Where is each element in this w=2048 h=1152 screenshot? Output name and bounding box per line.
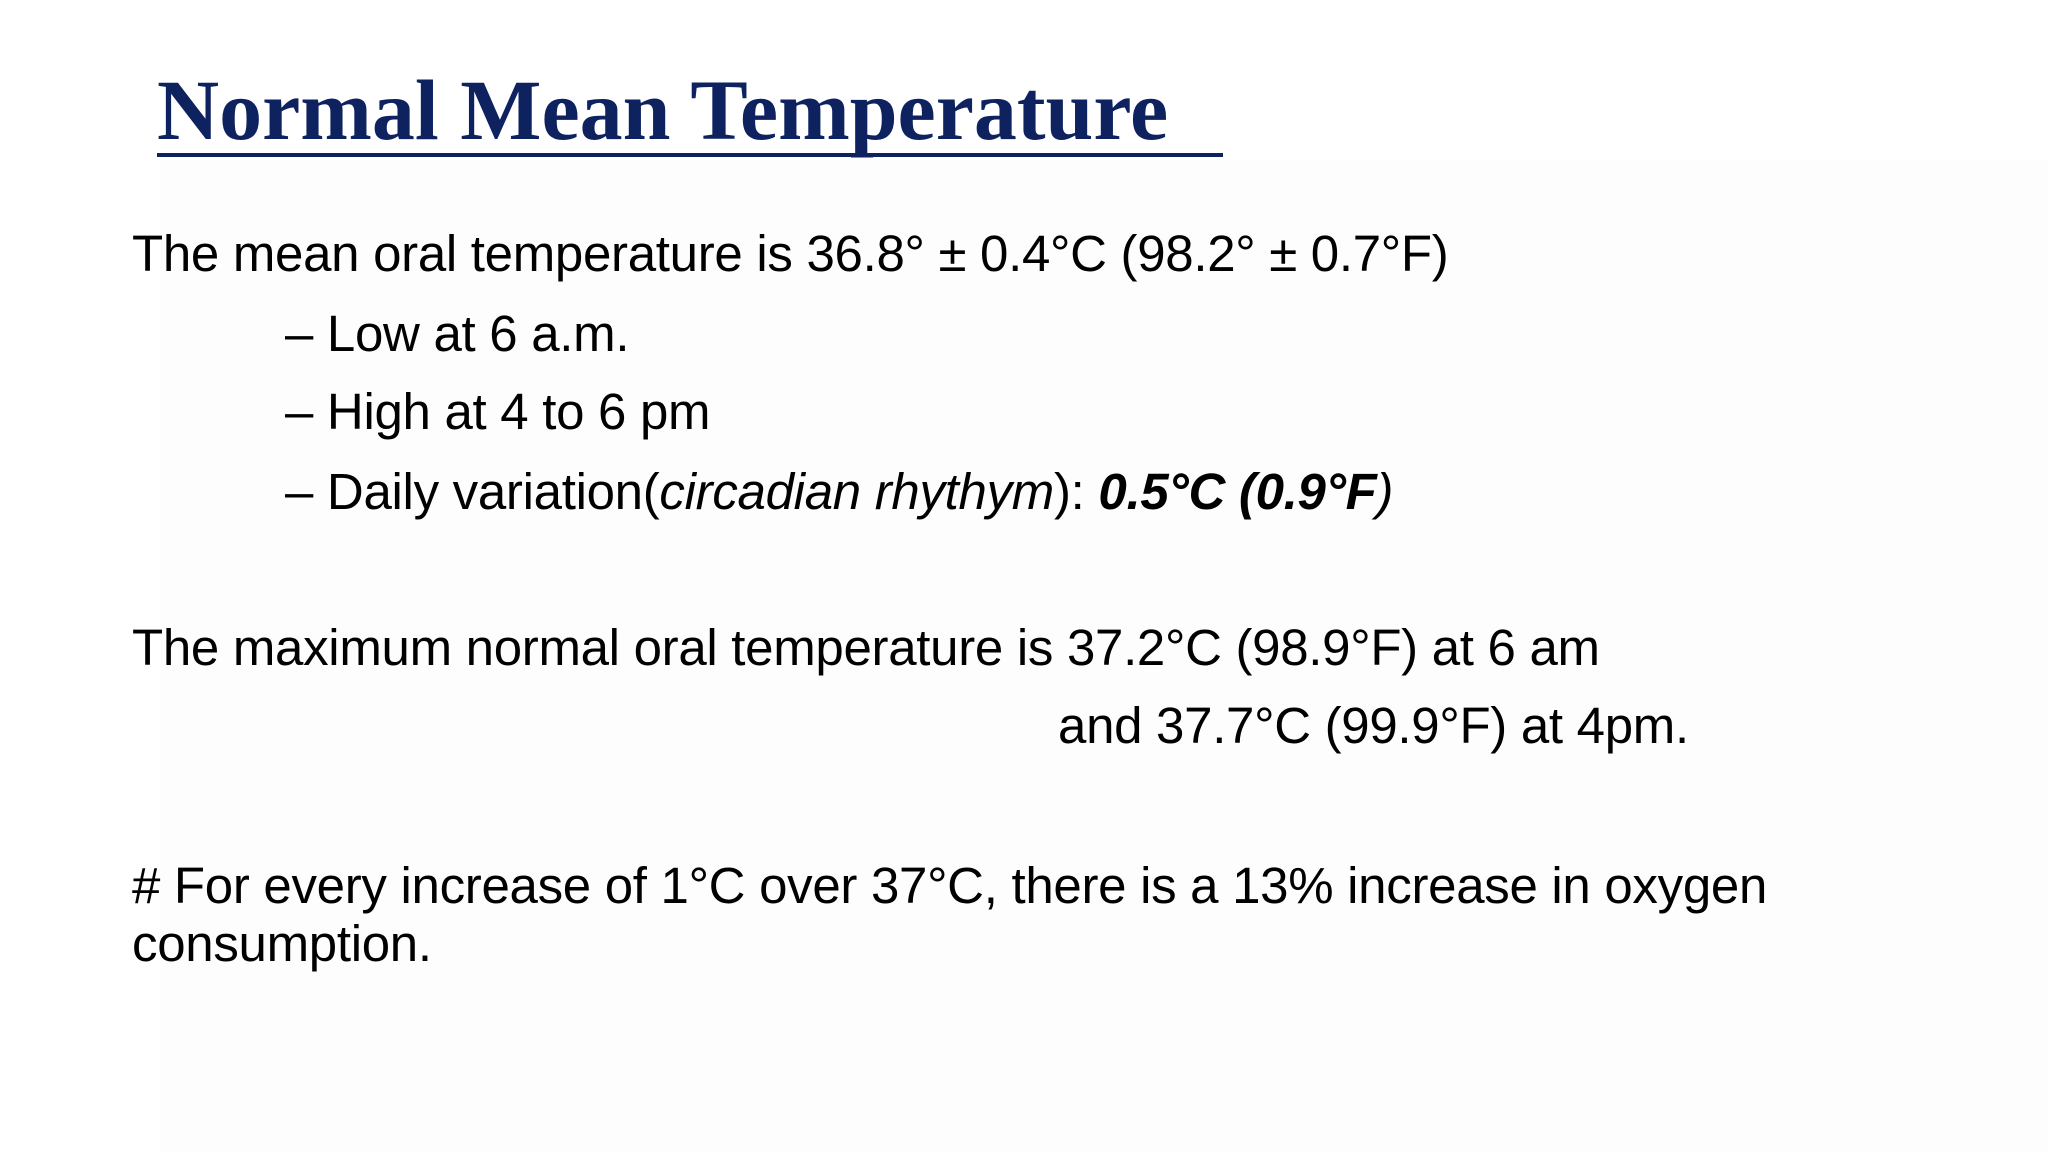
maximum-temperature-text: The maximum normal oral temperature is 3… (132, 619, 1600, 676)
bullet-low: – Low at 6 a.m. (285, 305, 630, 362)
variation-value: 0.5°C (0.9°F (1098, 463, 1377, 520)
bullet-daily-variation: – Daily variation(circadian rhythym): 0.… (285, 462, 1394, 522)
oxygen-consumption-text-continued: consumption. (132, 915, 432, 972)
variation-term: circadian rhythym (659, 463, 1054, 520)
slide-title: Normal Mean Temperature (157, 62, 1169, 158)
title-underline (157, 153, 1223, 157)
variation-prefix: – Daily variation( (285, 463, 660, 520)
maximum-temperature-text-continued: and 37.7°C (99.9°F) at 4pm. (1058, 697, 1689, 754)
mean-temperature-text: The mean oral temperature is 36.8° ± 0.4… (132, 225, 1449, 282)
variation-colon: ): (1053, 463, 1099, 520)
bullet-high: – High at 4 to 6 pm (285, 383, 711, 440)
oxygen-consumption-text: # For every increase of 1°C over 37°C, t… (132, 857, 1768, 914)
slide-content-panel (160, 160, 2048, 1152)
variation-close: ) (1376, 463, 1394, 520)
